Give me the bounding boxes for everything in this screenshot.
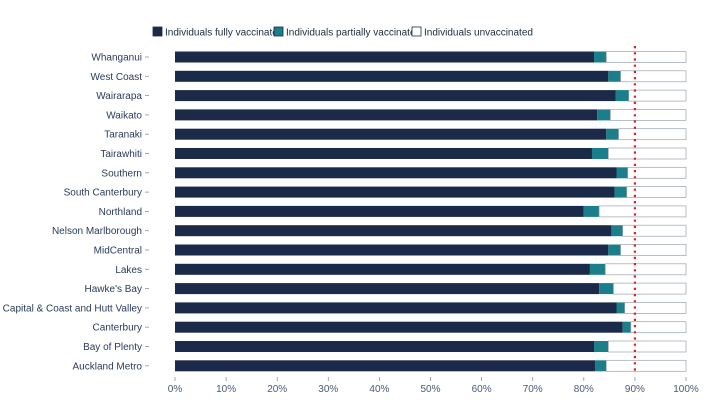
bar-segment	[605, 51, 687, 63]
category-label: Nelson Marlborough	[52, 226, 142, 237]
bar-segment	[608, 70, 621, 82]
category-label: MidCentral	[94, 246, 142, 257]
category-label: Southern	[101, 168, 142, 179]
category-label: Canterbury	[93, 323, 142, 334]
legend-label: Individuals unvaccinated	[424, 28, 533, 39]
x-tick-label: 100%	[673, 384, 699, 395]
x-axis: 0% 10% 20% 30% 40% 50% 60% 70% 80% 90% 100%	[168, 377, 699, 395]
bar-segment	[607, 147, 687, 160]
x-tick-label: 40%	[369, 384, 389, 395]
bar-segment	[175, 244, 609, 256]
category-label: Northland	[99, 207, 142, 218]
category-label: Bay of Plenty	[83, 342, 142, 353]
bar-segment	[622, 321, 631, 333]
bar-segment	[620, 244, 687, 256]
bar-segment	[175, 128, 607, 140]
bar-segment	[614, 186, 627, 198]
bar-segment	[175, 225, 612, 237]
x-tick-label: 30%	[318, 384, 338, 395]
bar-segment	[175, 148, 592, 159]
bar-segment	[175, 360, 596, 372]
bar-segment	[628, 89, 687, 102]
bar-segment	[606, 128, 619, 140]
bar-segment	[622, 224, 687, 237]
bar-segment	[589, 263, 606, 275]
legend-swatch	[273, 26, 284, 37]
category-label: Hawke's Bay	[85, 284, 143, 295]
category-labels: Whanganui West Coast Wairarapa Waikato Taran…	[3, 53, 149, 372]
bar-segment	[175, 186, 615, 198]
bar-segment	[616, 167, 628, 179]
bar-segment	[175, 70, 609, 82]
bar-segment	[627, 166, 687, 179]
category-label: Lakes	[115, 265, 142, 276]
category-label: Waikato	[106, 110, 142, 121]
bar-segment	[613, 282, 687, 295]
bar-segment	[599, 283, 614, 295]
bar-segment	[175, 263, 590, 275]
category-label: Taranaki	[104, 130, 142, 141]
category-label: Tairawhiti	[100, 149, 142, 160]
x-tick-label: 90%	[625, 384, 645, 395]
x-tick-label: 20%	[267, 384, 287, 395]
legend-swatch	[411, 26, 422, 37]
legend-label: Individuals fully vaccinated	[165, 28, 283, 39]
bar-segment	[618, 128, 687, 141]
bar-segment	[624, 302, 687, 314]
legend: Individuals fully vaccinated Individuals …	[152, 26, 533, 39]
x-tick-label: 50%	[420, 384, 440, 395]
category-label: Wairarapa	[96, 91, 142, 102]
x-tick-label: 80%	[574, 384, 594, 395]
bar-segment	[604, 263, 687, 276]
bar-segment	[591, 148, 609, 159]
x-tick-label: 10%	[216, 384, 236, 395]
category-label: Auckland Metro	[73, 361, 143, 372]
bar-segment	[630, 321, 687, 334]
bar-segment	[615, 90, 629, 102]
bar-segment	[175, 283, 600, 295]
category-label: Capital & Coast and Hutt Valley	[3, 303, 142, 314]
bar-segment	[594, 341, 609, 352]
bar-segment	[594, 51, 607, 63]
legend-swatch	[152, 26, 163, 37]
bar-segment	[597, 109, 611, 121]
bar-segment	[175, 109, 598, 121]
x-tick-label: 0%	[168, 384, 183, 395]
bar-segment	[610, 109, 687, 121]
bar-segment	[605, 359, 687, 372]
bar-segment	[175, 205, 584, 217]
x-tick-label: 60%	[472, 384, 492, 395]
bar-segment	[595, 360, 607, 372]
bars-group	[175, 51, 687, 372]
bar-segment	[611, 225, 623, 237]
bar-segment	[607, 340, 687, 353]
category-label: Whanganui	[91, 53, 142, 64]
bar-segment	[175, 51, 595, 63]
bar-segment	[175, 90, 616, 102]
category-label: South Canterbury	[64, 188, 142, 199]
bar-segment	[175, 302, 617, 314]
bar-segment	[616, 302, 625, 314]
category-label: West Coast	[91, 72, 143, 83]
bar-segment	[598, 205, 687, 218]
bar-segment	[175, 167, 617, 179]
bar-segment	[583, 205, 600, 217]
bar-segment	[626, 186, 687, 198]
bar-segment	[175, 341, 595, 352]
bar-segment	[175, 321, 623, 333]
x-tick-label: 70%	[523, 384, 543, 395]
bar-segment	[620, 70, 687, 83]
legend-label: Individuals partially vaccinated	[286, 28, 421, 39]
bar-segment	[608, 244, 621, 256]
